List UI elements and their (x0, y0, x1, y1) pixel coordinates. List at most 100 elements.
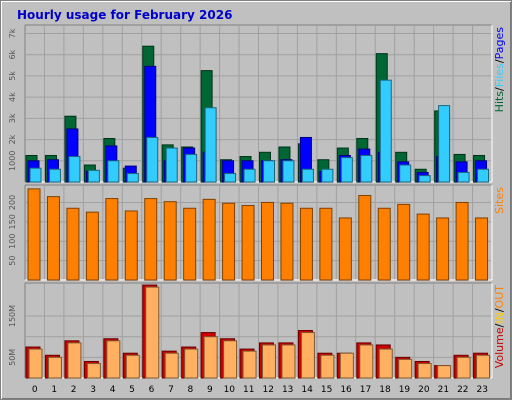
bar-sites (338, 217, 352, 281)
x-tick-label: 4 (110, 385, 116, 395)
bar-files (243, 168, 256, 183)
legend-entry: Volume (493, 327, 506, 368)
bar-sites (241, 205, 255, 281)
legend-entry: / (493, 87, 506, 91)
bar-sites (455, 201, 469, 281)
x-tick-label: 18 (379, 385, 391, 395)
panel-hits-legend: Hits/Files/Pages (493, 27, 506, 113)
x-tick-label: 5 (129, 385, 135, 395)
bar-files (321, 168, 334, 183)
bar-sites (280, 202, 294, 281)
x-tick-label: 22 (457, 385, 468, 395)
bar-files (282, 160, 295, 183)
bar-sites (436, 217, 450, 281)
bar-files (399, 164, 412, 183)
bar-files (340, 157, 353, 183)
panel-hits-ytick-label: 5k (8, 71, 17, 81)
x-tick-label: 20 (418, 385, 430, 395)
bar-volume-out (476, 354, 491, 379)
bar-sites (85, 211, 99, 281)
bar-volume-out (378, 348, 393, 379)
bar-sites (475, 217, 489, 281)
panel-sites-legend: Sites (493, 187, 506, 214)
bar-volume-out (320, 354, 335, 379)
bar-files (379, 79, 392, 183)
chart-title: Hourly usage for February 2026 (17, 8, 233, 22)
bar-files (477, 168, 490, 183)
x-tick-label: 14 (301, 385, 313, 395)
bar-volume-out (164, 352, 179, 379)
x-tick-label: 2 (71, 385, 77, 395)
legend-entry: Pages (493, 27, 506, 60)
bar-files (204, 107, 217, 183)
panel-sites-ytick-label: 50 (8, 256, 17, 266)
bar-sites (397, 203, 411, 281)
bar-files (165, 147, 178, 183)
bar-volume-out (28, 348, 43, 379)
bar-volume-out (125, 354, 140, 379)
panel-hits-ytick-label: 1000 (8, 151, 17, 171)
legend-entry: Files (493, 63, 506, 87)
legend-entry: OUT (493, 285, 506, 309)
legend-entry: IN (493, 312, 506, 323)
bar-files (87, 169, 100, 183)
legend-entry: / (493, 59, 506, 63)
bar-sites (299, 207, 313, 281)
bar-sites (66, 207, 80, 281)
bar-sites (144, 198, 158, 281)
x-tick-label: 8 (188, 385, 194, 395)
panel-volume-ytick-label: 50M (8, 349, 17, 366)
bar-sites (46, 196, 60, 281)
bar-volume-out (262, 344, 276, 379)
bar-volume-out (398, 358, 413, 379)
bar-sites (377, 207, 391, 281)
bar-volume-out (417, 363, 432, 379)
x-tick-label: 11 (243, 385, 254, 395)
bar-volume-out (67, 342, 82, 379)
bar-files (146, 136, 159, 183)
legend-entry: Hits (493, 91, 506, 113)
bar-volume-out (300, 332, 315, 379)
x-tick-label: 15 (321, 385, 332, 395)
bar-volume-out (359, 344, 374, 379)
bar-files (263, 160, 275, 183)
bar-files (126, 173, 139, 183)
panel-volume-legend: Volume/IN/OUT (493, 285, 506, 369)
bar-volume-out (456, 356, 471, 379)
bar-sites (261, 201, 274, 281)
bar-volume-out (242, 350, 257, 379)
bar-sites (202, 198, 216, 281)
panel-hits-ytick-label: 3k (8, 113, 17, 123)
x-tick-label: 1 (51, 385, 57, 395)
bar-files (68, 156, 81, 183)
x-tick-label: 16 (340, 385, 352, 395)
legend-entry: / (493, 323, 506, 327)
bar-sites (222, 202, 236, 281)
bar-volume-out (86, 363, 101, 379)
bar-volume-out (223, 340, 238, 379)
panel-hits-ytick-label: 7k (8, 28, 17, 38)
x-tick-label: 21 (438, 385, 449, 395)
bar-files (360, 154, 373, 183)
bar-files (107, 160, 120, 183)
bar-files (185, 153, 198, 183)
bar-volume-out (437, 365, 452, 379)
bar-volume-out (281, 344, 296, 379)
panel-hits-ytick-label: 6k (8, 49, 17, 59)
bar-volume-out (339, 352, 354, 379)
bar-volume-out (47, 356, 62, 379)
x-tick-label: 6 (149, 385, 155, 395)
bar-files (438, 105, 451, 183)
bar-sites (358, 194, 372, 281)
bar-files (301, 168, 314, 183)
x-tick-label: 3 (90, 385, 96, 395)
x-tick-label: 0 (32, 385, 38, 395)
x-tick-label: 19 (399, 385, 411, 395)
bar-sites (319, 207, 333, 281)
bar-sites (163, 201, 177, 281)
bar-files (224, 173, 237, 183)
x-tick-label: 10 (224, 385, 236, 395)
bar-sites (105, 198, 119, 281)
